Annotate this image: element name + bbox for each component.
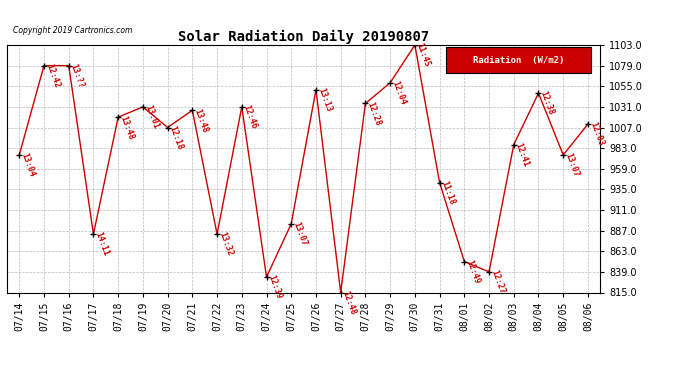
Text: 13:48: 13:48 — [193, 107, 209, 134]
Text: 12:38: 12:38 — [538, 90, 555, 117]
Text: 12:18: 12:18 — [168, 124, 185, 151]
Text: 13:07: 13:07 — [291, 220, 308, 247]
Text: 13:13: 13:13 — [316, 87, 333, 113]
Text: 12:48: 12:48 — [341, 290, 357, 316]
Text: 13:32: 13:32 — [217, 231, 234, 258]
Text: 12:28: 12:28 — [366, 100, 382, 127]
Text: 13:07: 13:07 — [563, 152, 580, 178]
Text: 13:??: 13:?? — [69, 63, 86, 89]
Title: Solar Radiation Daily 20190807: Solar Radiation Daily 20190807 — [178, 30, 429, 44]
Text: Radiation  (W/m2): Radiation (W/m2) — [473, 56, 564, 65]
Text: 13:01: 13:01 — [143, 104, 160, 130]
Text: 12:27: 12:27 — [489, 269, 506, 296]
Text: 11:45: 11:45 — [415, 42, 432, 69]
Text: 11:18: 11:18 — [440, 179, 457, 206]
Text: 12:49: 12:49 — [464, 258, 482, 285]
Text: 12:04: 12:04 — [390, 80, 407, 106]
Text: Copyright 2019 Cartronics.com: Copyright 2019 Cartronics.com — [13, 26, 132, 35]
Text: 12:03: 12:03 — [588, 121, 605, 147]
FancyBboxPatch shape — [446, 48, 591, 74]
Text: 12:39: 12:39 — [266, 274, 284, 300]
Text: 13:04: 13:04 — [19, 152, 37, 178]
Text: 12:42: 12:42 — [44, 63, 61, 89]
Text: 14:11: 14:11 — [93, 231, 110, 258]
Text: 13:48: 13:48 — [118, 114, 135, 141]
Text: 12:41: 12:41 — [514, 142, 531, 168]
Text: 12:46: 12:46 — [241, 104, 259, 130]
